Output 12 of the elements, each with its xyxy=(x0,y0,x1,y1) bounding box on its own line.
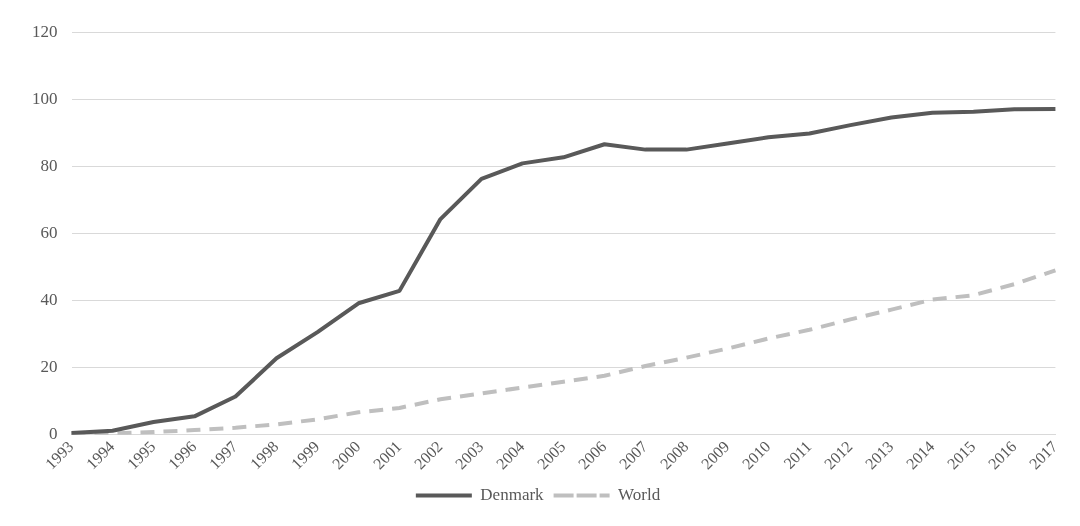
y-tick-label: 80 xyxy=(40,155,58,175)
y-tick-label: 100 xyxy=(32,88,58,108)
y-tick-label: 60 xyxy=(40,222,58,242)
y-tick-label: 0 xyxy=(49,424,58,444)
legend-label: World xyxy=(618,484,661,504)
line-series xyxy=(69,268,1058,435)
x-tick-label: 2011 xyxy=(780,437,815,472)
y-tick-label: 120 xyxy=(32,21,58,41)
x-tick-label: 1999 xyxy=(287,437,323,473)
legend-label: Denmark xyxy=(480,484,545,504)
y-tick-label: 40 xyxy=(40,290,58,310)
y-tick-label: 20 xyxy=(40,357,58,377)
